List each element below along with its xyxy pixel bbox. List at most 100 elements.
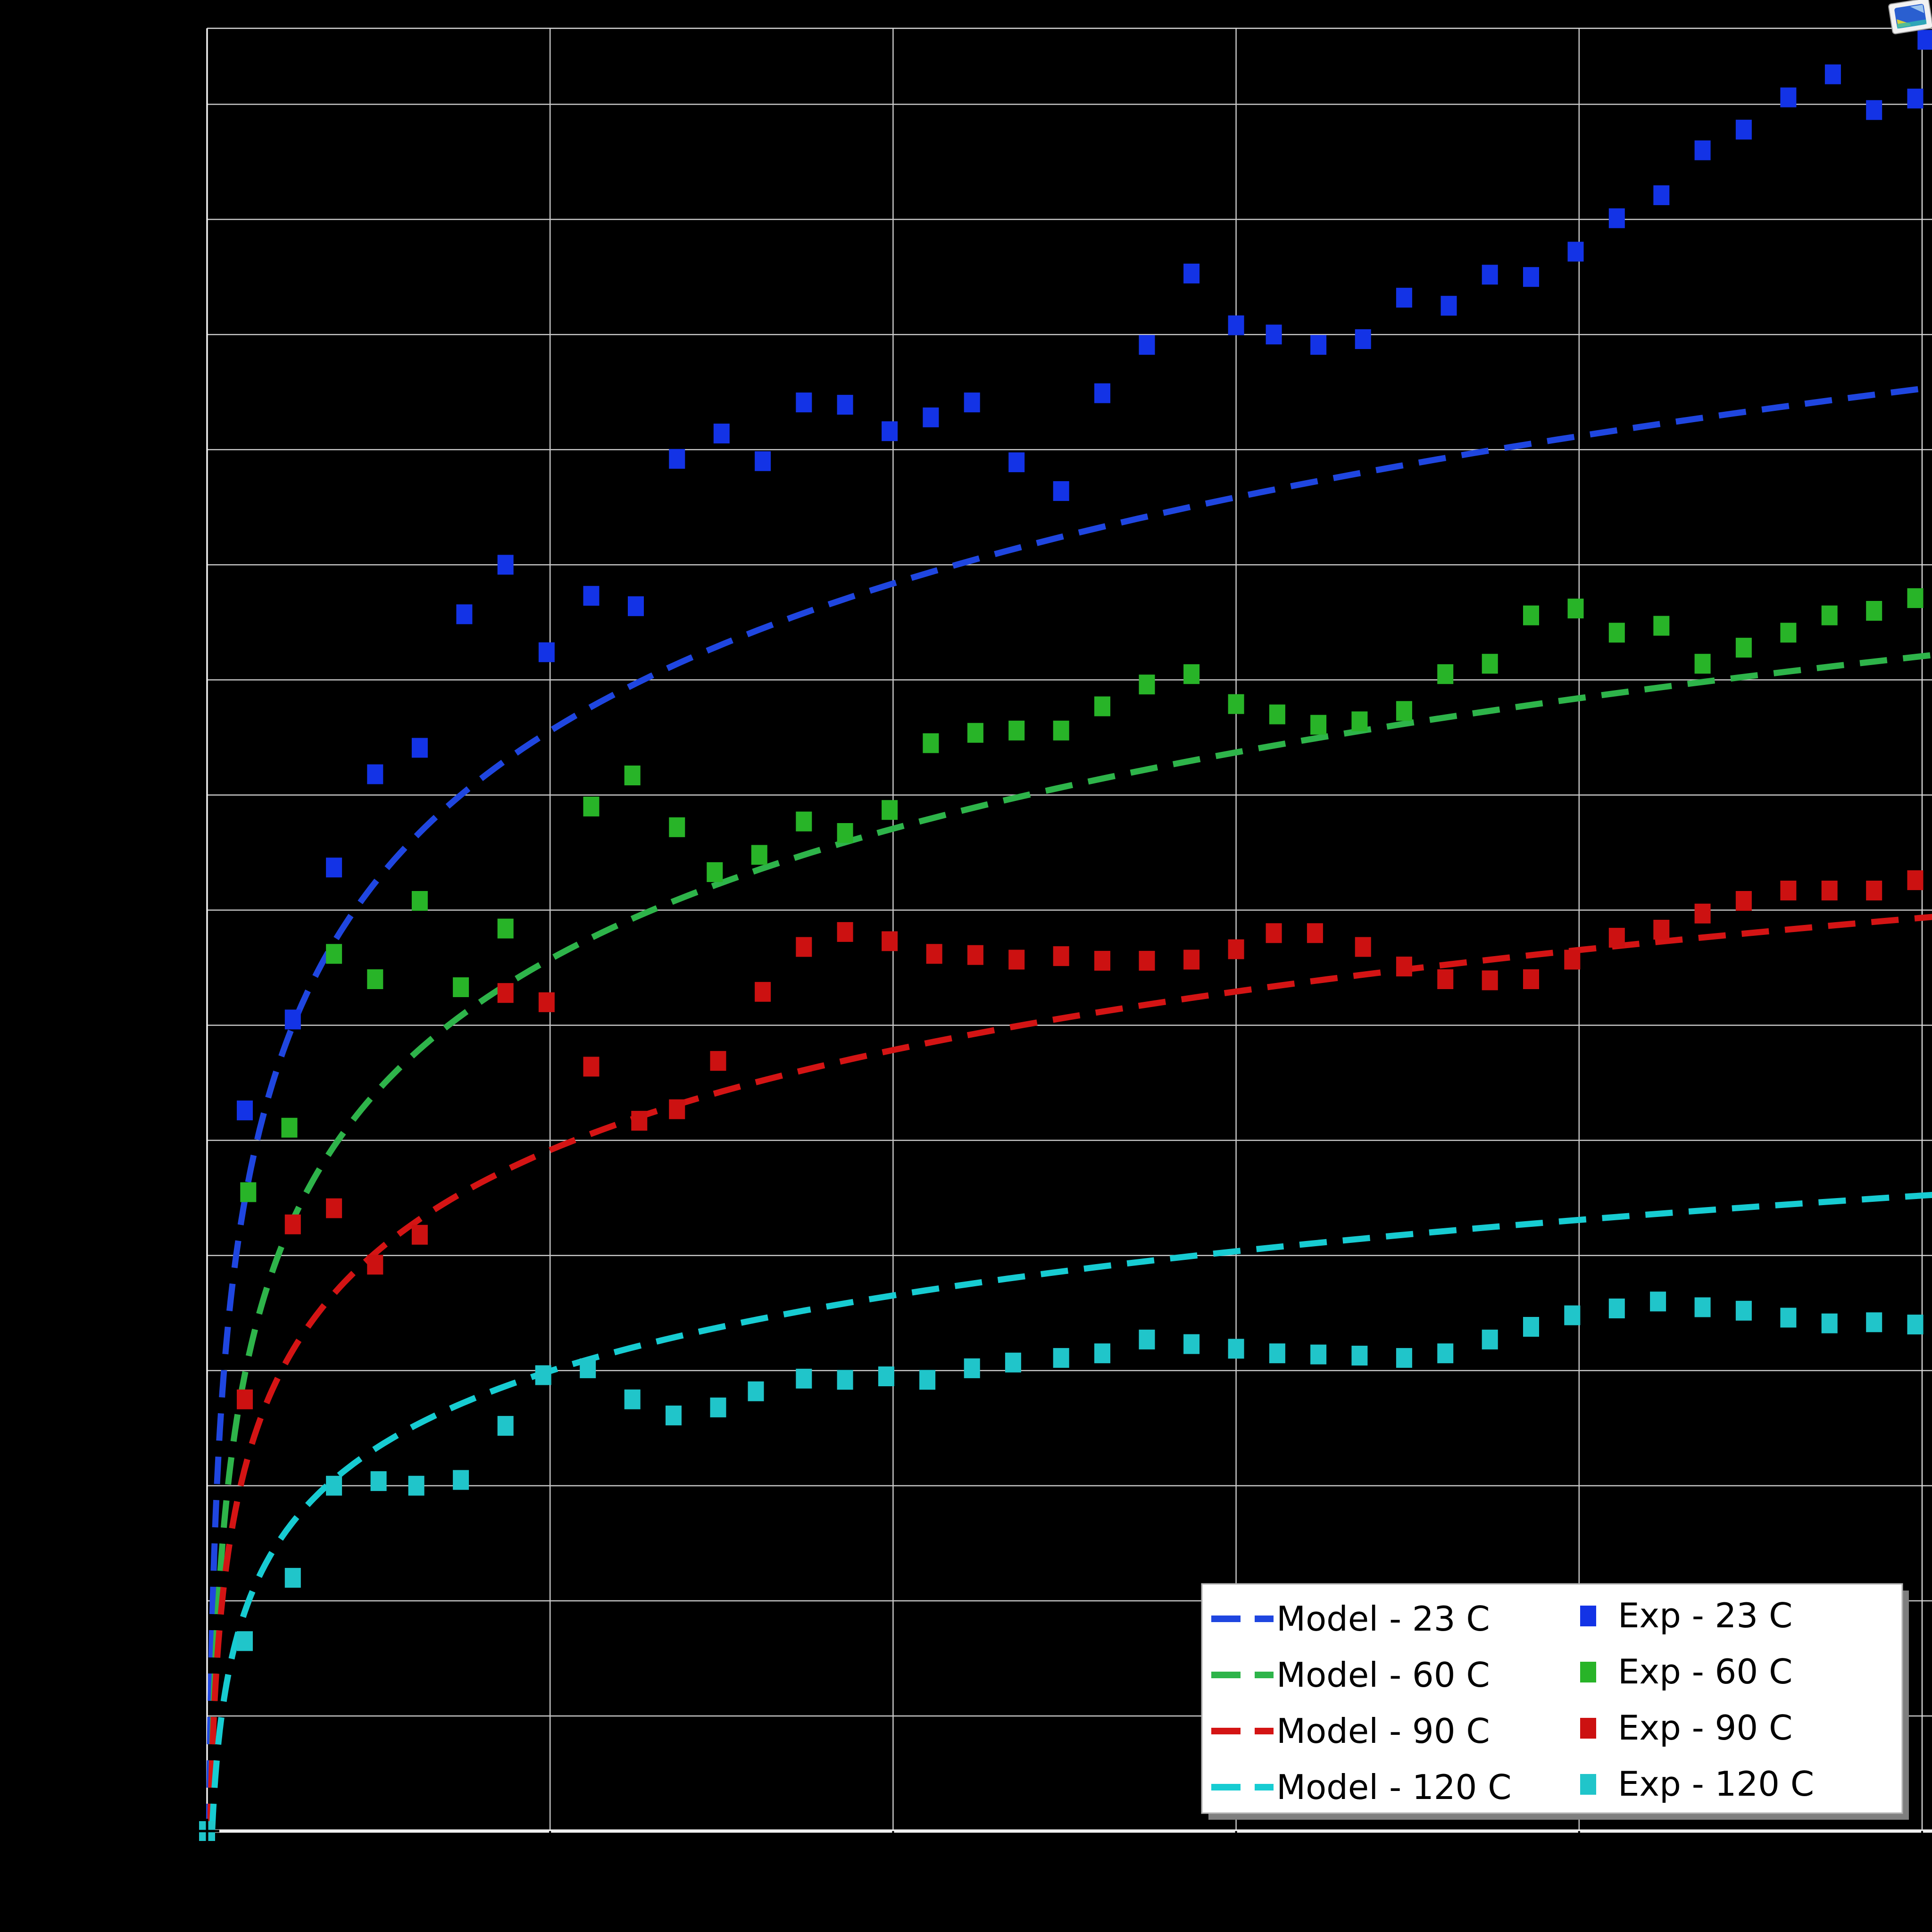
- series-60c: [199, 588, 1924, 1841]
- scatter-marker: [284, 1009, 301, 1030]
- scatter-marker: [1094, 696, 1110, 716]
- scatter-marker: [1653, 185, 1670, 205]
- scatter-marker: [1183, 263, 1200, 283]
- scatter-marker: [967, 945, 983, 965]
- scatter-marker: [1437, 1343, 1454, 1364]
- scatter-marker: [367, 764, 383, 784]
- scatter-marker: [411, 1224, 428, 1245]
- legend-marker-sample-exp-60c: [1580, 1662, 1596, 1682]
- scatter-marker: [497, 918, 514, 939]
- scatter-marker: [1005, 1352, 1021, 1373]
- scatter-marker: [583, 1057, 600, 1077]
- scatter-marker: [628, 596, 644, 616]
- scatter-marker: [707, 862, 723, 882]
- scatter-marker: [456, 604, 473, 625]
- scatter-marker: [1694, 654, 1711, 674]
- scatter-marker: [1053, 1348, 1069, 1368]
- scatter-marker: [1355, 937, 1371, 957]
- scatter-marker: [1866, 881, 1882, 900]
- scatter-marker: [1139, 675, 1155, 695]
- scatter-marker: [926, 944, 942, 964]
- scatter-marker: [326, 858, 342, 878]
- scatter-marker: [1228, 939, 1244, 959]
- scatter-marker: [1396, 288, 1412, 308]
- scatter-marker: [1780, 623, 1797, 643]
- image-placeholder-icon: [1888, 0, 1932, 34]
- scatter-marker: [326, 944, 342, 964]
- scatter-marker: [1735, 119, 1752, 140]
- scatter-marker: [1650, 1291, 1666, 1312]
- scatter-marker: [1564, 949, 1581, 970]
- scatter-marker: [1437, 664, 1454, 684]
- scatter-marker: [1907, 870, 1924, 891]
- scatter-marker: [713, 424, 730, 444]
- scatter-marker: [1694, 903, 1711, 924]
- scatter-marker: [1608, 928, 1625, 948]
- icon-picture-water: [1896, 19, 1927, 29]
- scatter-marker: [669, 817, 685, 837]
- scatter-marker: [538, 992, 555, 1012]
- scatter-marker: [751, 845, 767, 865]
- series-23c: [199, 30, 1932, 1841]
- legend-box: Model - 23 C Model - 60 C Model - 90 C M…: [1201, 1583, 1909, 1820]
- scatter-marker: [1396, 701, 1412, 721]
- scatter-marker: [1907, 88, 1924, 108]
- gridlines: [207, 28, 1932, 1831]
- scatter-marker: [583, 796, 600, 816]
- scatter-marker: [1482, 654, 1498, 674]
- scatter-marker: [1523, 969, 1539, 989]
- scatter-marker: [748, 1381, 764, 1401]
- scatter-marker: [1139, 950, 1155, 971]
- scatter-marker: [1780, 881, 1797, 900]
- scatter-marker: [964, 392, 980, 413]
- scatter-marker: [755, 982, 771, 1002]
- scatter-marker: [1482, 265, 1498, 285]
- scatter-marker: [240, 1182, 257, 1202]
- scatter-marker: [1567, 242, 1584, 262]
- scatter-marker: [1094, 950, 1110, 971]
- scatter-marker: [1821, 605, 1838, 625]
- scatter-marker: [1821, 1313, 1838, 1333]
- scatter-marker: [967, 723, 983, 743]
- scatter-marker: [882, 931, 898, 951]
- scatter-marker: [1866, 100, 1882, 120]
- axes-spines: [206, 27, 1932, 1833]
- scatter-marker: [1608, 623, 1625, 643]
- scatter-marker: [1228, 1339, 1244, 1359]
- scatter-marker: [624, 1389, 641, 1409]
- scatter-marker: [453, 977, 469, 997]
- scatter-marker: [1183, 949, 1200, 970]
- scatter-marker: [1053, 720, 1069, 741]
- scatter-marker: [284, 1568, 301, 1588]
- scatter-marker: [1228, 694, 1244, 714]
- legend-marker-sample-exp-90c: [1580, 1718, 1596, 1739]
- scatter-marker: [1008, 720, 1025, 741]
- scatter-marker: [1310, 715, 1327, 735]
- scatter-marker: [755, 451, 771, 471]
- scatter-marker: [1735, 891, 1752, 911]
- scatter-marker: [1608, 1299, 1625, 1318]
- scatter-marker: [237, 1631, 253, 1651]
- scatter-marker: [837, 1370, 853, 1390]
- scatter-marker: [408, 1475, 425, 1496]
- scatter-marker: [367, 1255, 383, 1275]
- series-120c: [199, 1291, 1924, 1841]
- scatter-marker: [1307, 923, 1323, 943]
- scatter-marker: [326, 1475, 342, 1496]
- scatter-marker: [411, 891, 428, 911]
- scatter-marker: [583, 586, 600, 606]
- scatter-marker: [1907, 588, 1924, 608]
- scatter-marker: [1266, 325, 1282, 345]
- model-curve-23c: [206, 384, 1932, 1832]
- scatter-marker: [411, 738, 428, 758]
- scatter-marker: [1355, 329, 1371, 349]
- scatter-marker: [1523, 267, 1539, 287]
- scatter-marker: [964, 1358, 980, 1378]
- scatter-marker: [669, 1099, 685, 1119]
- scatter-marker: [710, 1051, 726, 1071]
- legend-label-exp-120c: Exp - 120 C: [1618, 1764, 1814, 1804]
- scatter-marker: [1866, 1312, 1882, 1332]
- legend-marker-sample-exp-120c: [1580, 1774, 1596, 1795]
- scatter-marker: [538, 642, 555, 662]
